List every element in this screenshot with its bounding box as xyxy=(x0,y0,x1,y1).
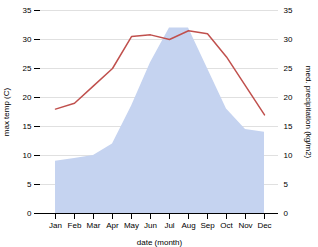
svg-text:Feb: Feb xyxy=(68,221,82,230)
svg-text:max temp (C): max temp (C) xyxy=(2,87,11,136)
svg-text:30: 30 xyxy=(284,35,293,44)
svg-text:25: 25 xyxy=(23,64,32,73)
svg-text:Jul: Jul xyxy=(164,221,174,230)
svg-text:35: 35 xyxy=(284,6,293,15)
svg-text:20: 20 xyxy=(284,93,293,102)
svg-text:Dec: Dec xyxy=(257,221,271,230)
svg-text:35: 35 xyxy=(23,6,32,15)
svg-text:May: May xyxy=(124,221,139,230)
svg-text:15: 15 xyxy=(23,122,32,131)
svg-text:Nov: Nov xyxy=(238,221,252,230)
svg-text:20: 20 xyxy=(23,93,32,102)
svg-text:Aug: Aug xyxy=(181,221,195,230)
svg-text:Sep: Sep xyxy=(200,221,215,230)
svg-text:Jun: Jun xyxy=(144,221,157,230)
svg-text:15: 15 xyxy=(284,122,293,131)
svg-text:Apr: Apr xyxy=(106,221,119,230)
svg-text:date (month): date (month) xyxy=(137,238,183,247)
svg-text:10: 10 xyxy=(23,151,32,160)
svg-text:Mar: Mar xyxy=(87,221,101,230)
svg-text:med. precipitation (kg/m2): med. precipitation (kg/m2) xyxy=(304,66,313,159)
svg-text:5: 5 xyxy=(27,180,32,189)
svg-text:Oct: Oct xyxy=(220,221,233,230)
svg-text:10: 10 xyxy=(284,151,293,160)
svg-text:Jan: Jan xyxy=(49,221,62,230)
svg-text:25: 25 xyxy=(284,64,293,73)
svg-text:5: 5 xyxy=(284,180,289,189)
svg-text:30: 30 xyxy=(23,35,32,44)
svg-text:0: 0 xyxy=(284,209,289,218)
svg-text:0: 0 xyxy=(27,209,32,218)
